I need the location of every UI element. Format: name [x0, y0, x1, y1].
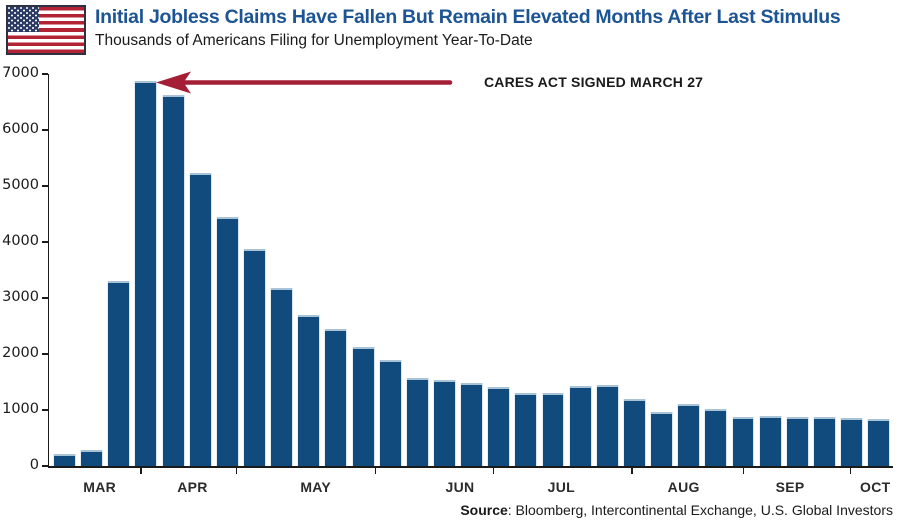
source-text: : Bloomberg, Intercontinental Exchange, … — [507, 502, 893, 518]
cares-act-annotation: CARES ACT SIGNED MARCH 27 — [484, 74, 704, 90]
x-axis-tick — [631, 467, 633, 474]
month-label-jul: JUL — [547, 479, 575, 495]
bar — [162, 95, 184, 466]
y-axis-tick — [41, 465, 48, 467]
bar — [705, 409, 727, 466]
bar — [379, 359, 401, 466]
bar — [433, 379, 455, 466]
y-axis-tick-label: 1000 — [2, 401, 39, 417]
month-label-sep: SEP — [775, 479, 805, 495]
bar — [759, 416, 781, 466]
x-axis-tick — [140, 467, 142, 474]
bar — [298, 315, 320, 466]
y-axis-tick — [41, 297, 48, 299]
bar — [135, 81, 157, 466]
bar-series — [49, 74, 893, 466]
x-axis-tick — [742, 467, 745, 474]
y-axis-tick — [41, 353, 48, 355]
y-axis-tick-label: 4000 — [2, 233, 39, 249]
y-axis-tick-label: 7000 — [2, 65, 39, 81]
bar — [216, 217, 238, 466]
bar — [868, 418, 890, 466]
x-axis-line — [47, 466, 893, 468]
x-axis-tick — [492, 467, 495, 474]
flag-canton — [8, 7, 40, 32]
bar — [732, 416, 754, 466]
bar — [325, 328, 347, 466]
month-label-jun: JUN — [445, 479, 475, 495]
y-axis-tick-label: 5000 — [2, 177, 39, 193]
bar — [786, 417, 808, 466]
source-label: Source — [460, 502, 508, 518]
bar — [352, 347, 374, 466]
y-axis-line — [47, 74, 50, 467]
page-title: Initial Jobless Claims Have Fallen But R… — [95, 6, 841, 28]
month-label-apr: APR — [177, 479, 208, 495]
y-axis-tick — [41, 241, 48, 243]
y-axis-tick-label: 2000 — [2, 345, 39, 361]
y-axis-tick-label: 0 — [29, 457, 39, 473]
bar — [461, 383, 483, 466]
bar — [542, 392, 564, 466]
bar — [488, 387, 510, 466]
bar — [623, 399, 645, 466]
y-axis-tick — [41, 409, 48, 411]
month-label-mar: MAR — [83, 479, 117, 495]
bar — [515, 392, 537, 466]
bar — [243, 249, 265, 466]
bar — [189, 172, 211, 466]
bar — [678, 404, 700, 466]
y-axis-tick — [41, 129, 48, 131]
month-label-aug: AUG — [667, 479, 700, 495]
bar — [271, 287, 293, 466]
bar — [569, 386, 591, 466]
bar — [841, 418, 863, 466]
us-flag-icon — [6, 5, 86, 55]
bar — [813, 417, 835, 466]
bar — [651, 411, 673, 466]
source-credit: Source: Bloomberg, Intercontinental Exch… — [460, 502, 893, 518]
bar — [596, 385, 618, 466]
bar — [406, 378, 428, 466]
month-label-may: MAY — [300, 479, 332, 495]
y-axis-tick — [41, 73, 48, 75]
x-axis-tick — [235, 467, 238, 474]
bar — [81, 450, 103, 466]
y-axis-tick — [41, 185, 48, 187]
month-label-oct: OCT — [860, 479, 891, 495]
y-axis-tick-label: 6000 — [2, 121, 39, 137]
x-axis-tick — [849, 467, 852, 474]
x-axis-tick — [374, 467, 377, 474]
bar — [54, 454, 75, 466]
bar — [108, 280, 130, 466]
page-subtitle: Thousands of Americans Filing for Unempl… — [95, 32, 533, 49]
y-axis-tick-label: 3000 — [2, 289, 39, 305]
